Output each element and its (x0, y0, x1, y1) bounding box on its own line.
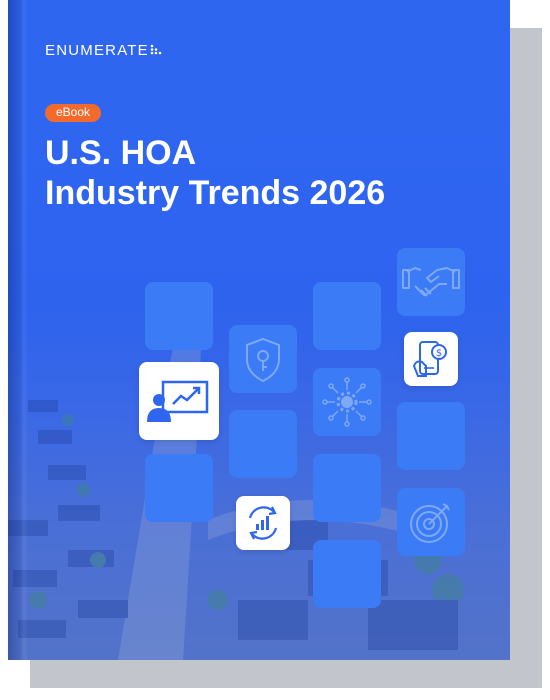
shield-tile (229, 325, 297, 393)
blank-tile (313, 454, 381, 522)
target-tile (397, 488, 465, 556)
shield-key-icon (246, 337, 280, 383)
ebook-badge: eBook (45, 104, 102, 122)
refresh-chart-icon (248, 506, 278, 540)
network-gear-icon (322, 377, 372, 427)
mobile-payment-icon: $ (412, 341, 447, 377)
enumerate-logo: ENUMERATE (45, 42, 164, 59)
presentation-tile (139, 362, 219, 440)
blank-tile (229, 410, 297, 478)
title-line-1: U.S. HOA (45, 134, 197, 172)
mobile-payment-tile: $ (404, 332, 458, 386)
ebook-cover: ENUMERATE eBook U.S. HOA Industry Trends… (8, 0, 510, 660)
blank-tile (145, 454, 213, 522)
cover-title: U.S. HOA Industry Trends 2026 (45, 133, 385, 213)
title-line-2: Industry Trends 2026 (45, 174, 386, 212)
target-icon (410, 503, 450, 543)
logo-text: ENUMERATE (45, 42, 149, 59)
network-tile (313, 368, 381, 436)
blank-tile (313, 282, 381, 350)
svg-text:$: $ (436, 348, 442, 359)
handshake-icon (402, 267, 460, 297)
blank-tile (313, 540, 381, 608)
book-spine-shade (8, 0, 28, 660)
logo-dots-mark-icon (150, 44, 162, 55)
refresh-chart-tile (236, 496, 290, 550)
blank-tile (397, 402, 465, 470)
handshake-tile (397, 248, 465, 316)
presentation-growth-icon (147, 380, 209, 422)
blank-tile (145, 282, 213, 350)
